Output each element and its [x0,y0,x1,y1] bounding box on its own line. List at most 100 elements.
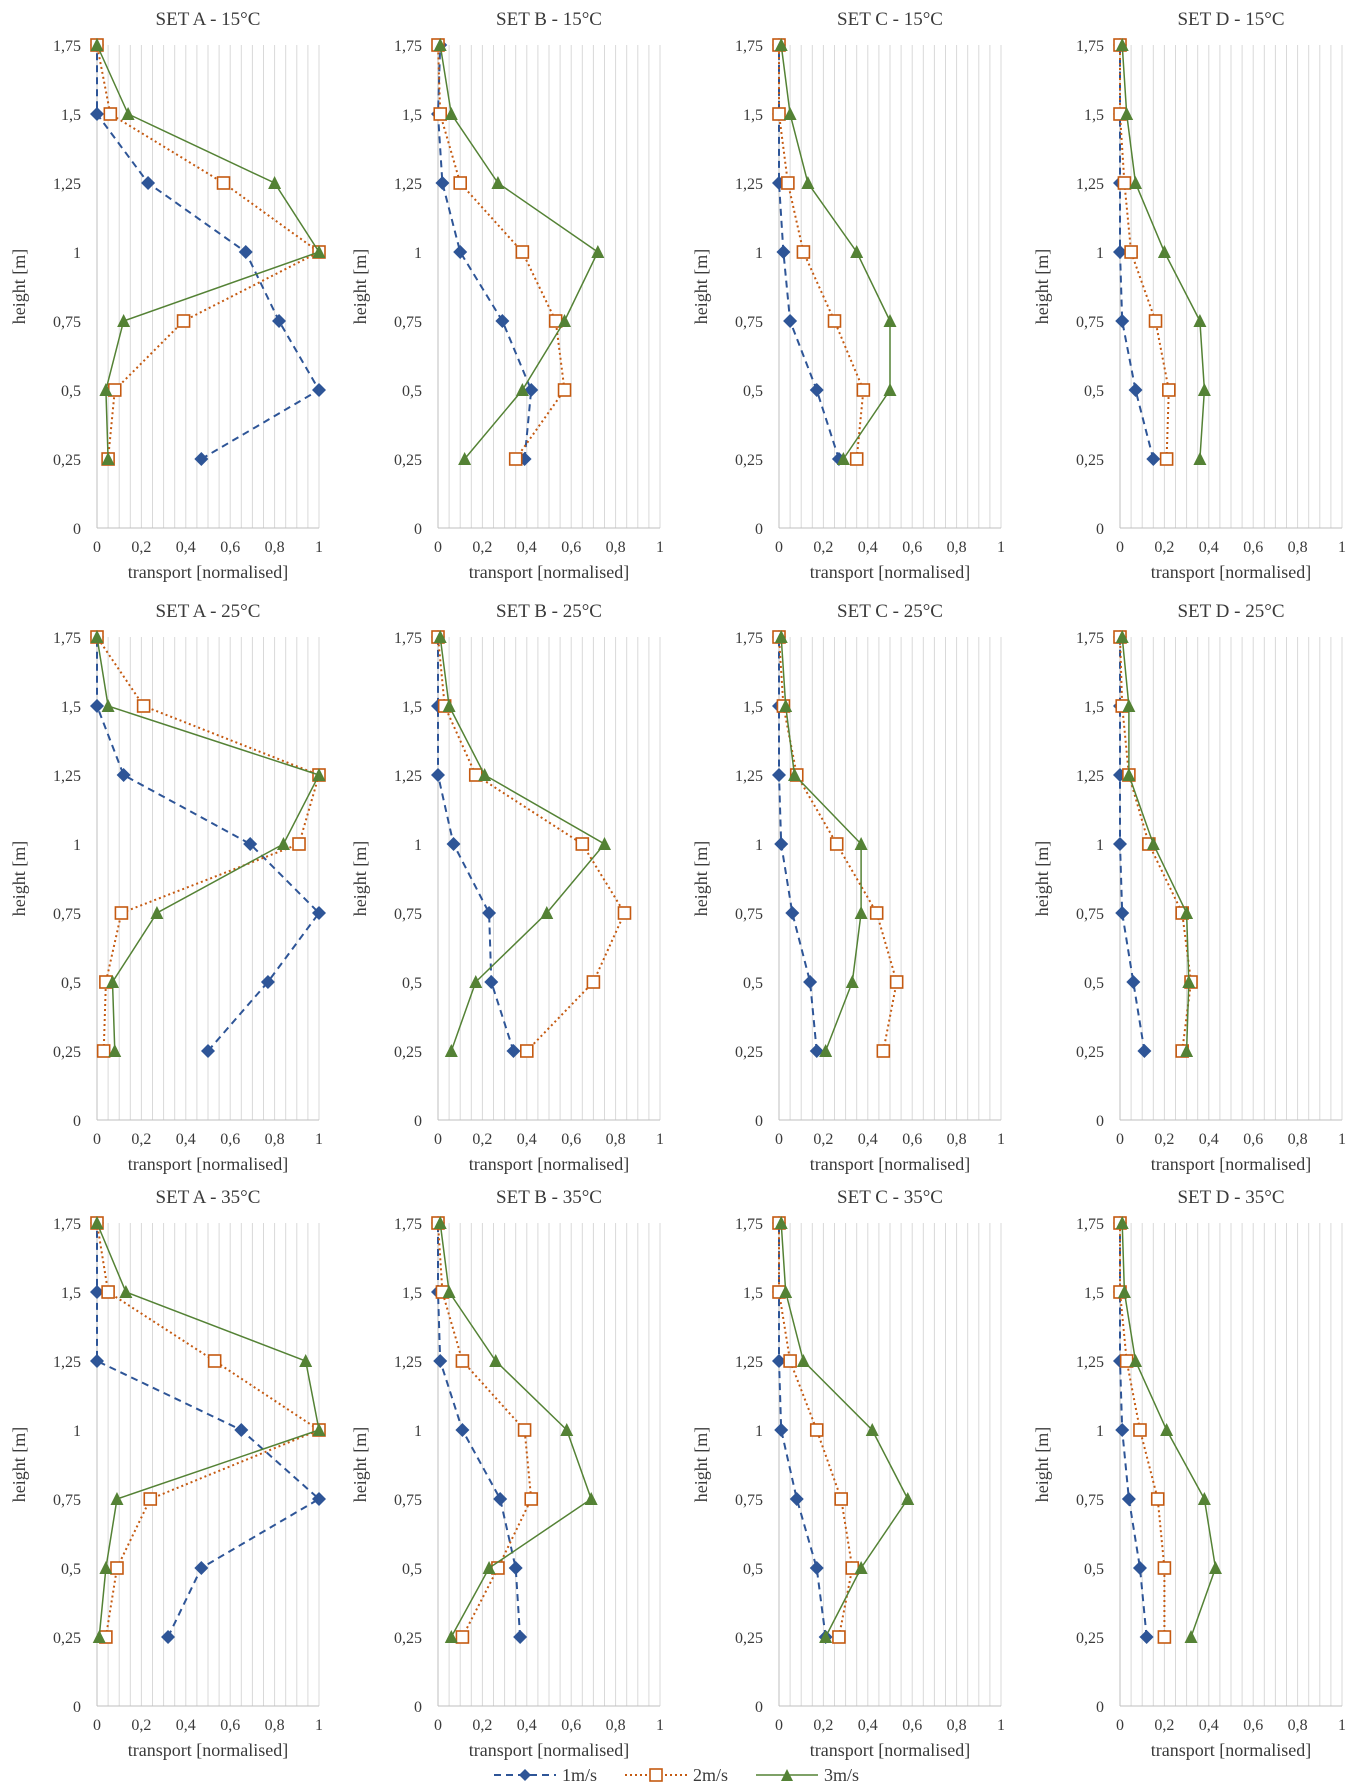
x-tick-label: 0,2 [1154,1717,1174,1734]
data-point [1132,1561,1147,1575]
y-tick-label: 1,25 [394,768,422,785]
y-tick-label: 1,75 [1076,1216,1104,1233]
panel-8: SET D - 25°C 0 0,2 0,4 0,6 0,8 1 0 0,25 0,5 0,75 1 1… [1032,601,1346,1174]
data-point [598,837,611,850]
y-tick-label: 1,5 [61,107,81,124]
y-tick-label: 1,75 [1076,630,1104,647]
data-point [1121,1492,1136,1506]
y-tick-label: 1 [414,245,422,262]
y-tick-label: 1,25 [53,768,81,785]
data-point [524,383,539,397]
x-tick-label: 0,6 [561,1717,581,1734]
y-axis-label: height [m] [9,841,29,916]
x-axis-label: transport [normalised] [810,1740,970,1760]
y-tick-label: 1,5 [1084,1285,1104,1302]
x-tick-label: 0,6 [902,539,922,556]
data-point [1157,1561,1172,1575]
panel-title: SET A - 15°C [156,9,261,30]
y-tick-label: 1 [1096,837,1104,854]
data-point [1115,1216,1129,1229]
data-point [121,107,135,120]
data-point [272,314,287,328]
y-tick-label: 1,75 [394,38,422,55]
y-tick-label: 0,75 [735,314,763,331]
y-axis-label: height [m] [1032,1427,1052,1502]
data-point [1184,1630,1198,1643]
y-tick-label: 0,5 [743,1561,763,1578]
y-tick-label: 1,75 [735,1216,763,1233]
y-tick-label: 1,25 [53,176,81,193]
data-point [1122,699,1136,712]
y-tick-label: 1,25 [735,768,763,785]
y-axis-label: height [m] [691,1427,711,1502]
data-point [194,452,209,466]
y-tick-label: 0,25 [1076,1630,1104,1647]
data-point [312,768,326,781]
data-point [513,1630,528,1644]
x-tick-label: 0,4 [176,1717,196,1734]
data-point [801,176,815,189]
x-tick-label: 0,2 [813,1717,833,1734]
x-tick-label: 0,4 [858,1717,878,1734]
x-tick-label: 0,8 [606,539,626,556]
y-tick-label: 1 [414,837,422,854]
legend: 1m/s 2m/s 3m/s [492,1762,859,1788]
data-point [1137,1044,1152,1058]
x-tick-label: 0,2 [131,539,151,556]
x-tick-label: 0,8 [1288,539,1308,556]
panel-6: SET B - 25°C 0 0,2 0,4 0,6 0,8 1 0 0,25 0,5 0,75 1 1… [350,601,664,1174]
data-point [785,906,800,920]
data-point [234,1423,249,1437]
x-tick-label: 0,6 [561,539,581,556]
x-tick-label: 0 [775,1131,783,1148]
data-point [827,314,842,328]
data-point [774,1216,788,1229]
y-tick-label: 1,75 [394,1216,422,1233]
data-point [1150,1492,1165,1506]
data-point [433,1216,447,1229]
data-point [1113,837,1127,851]
x-tick-label: 1 [997,539,1005,556]
x-tick-label: 0,8 [1288,1131,1308,1148]
data-point [433,1354,448,1368]
x-tick-label: 0 [93,539,101,556]
y-tick-label: 0 [73,1113,81,1130]
y-tick-label: 0,25 [53,1630,81,1647]
data-point [92,1630,106,1643]
data-point [809,1044,824,1058]
y-tick-label: 1,5 [61,1285,81,1302]
y-tick-label: 0,5 [61,975,81,992]
y-tick-label: 1,75 [735,38,763,55]
panel-title: SET D - 35°C [1177,1187,1284,1208]
data-point [103,107,118,121]
y-tick-label: 0,25 [53,452,81,469]
data-point [431,768,445,782]
y-tick-label: 0,5 [743,975,763,992]
data-point [1180,906,1194,919]
data-point [110,1561,124,1575]
data-point [1182,975,1196,988]
data-point [876,1044,891,1058]
data-point [478,768,492,781]
x-tick-label: 0,2 [813,1131,833,1148]
data-point [515,383,529,396]
data-point [455,1354,470,1368]
data-point [141,176,156,190]
data-point [101,699,115,712]
data-point [493,1492,508,1506]
y-tick-label: 0 [1096,521,1104,538]
x-tick-label: 0,6 [1243,1717,1263,1734]
data-point [1115,630,1129,643]
data-point [772,107,786,121]
y-tick-label: 0,5 [402,1561,422,1578]
x-axis-label: transport [normalised] [469,1740,629,1760]
data-point [557,383,572,397]
x-tick-label: 1 [315,539,323,556]
data-point [433,107,448,121]
data-point [482,1561,496,1574]
data-point [834,1492,848,1506]
data-point [1115,38,1129,51]
data-point [1193,452,1207,465]
data-point [161,1630,176,1644]
y-tick-label: 0,5 [61,1561,81,1578]
